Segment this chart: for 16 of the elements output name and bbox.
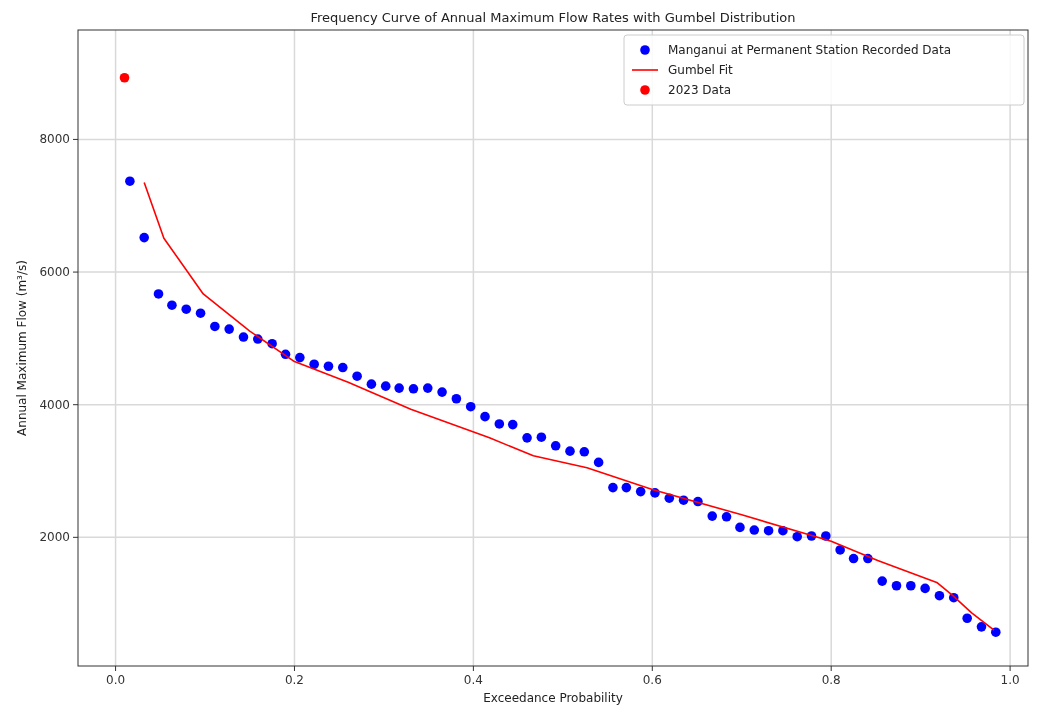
- x-axis-title: Exceedance Probability: [483, 691, 623, 705]
- x-tick-label: 0.2: [284, 673, 305, 687]
- chart-title: Frequency Curve of Annual Maximum Flow Rates with Gumbel Distribution: [310, 10, 796, 25]
- x-tick-label: 1.0: [1000, 673, 1020, 687]
- y-tick-label: 4000: [39, 397, 70, 412]
- y-tick-label: 6000: [39, 265, 70, 280]
- x-tick-label: 0.0: [106, 673, 126, 687]
- x-tick-label: 0.6: [642, 673, 662, 687]
- y-tick-label: 8000: [39, 132, 70, 147]
- legend-label: Manganui at Permanent Station Recorded Data: [668, 43, 951, 57]
- y-axis-title: Annual Maximum Flow (m³/s): [15, 260, 29, 436]
- x-tick-label: 0.4: [463, 673, 483, 687]
- legend-label: Gumbel Fit: [668, 63, 734, 77]
- x-tick-label: 0.8: [821, 673, 841, 687]
- y-tick-label: 2000: [39, 530, 70, 545]
- legend-label: 2023 Data: [668, 83, 732, 97]
